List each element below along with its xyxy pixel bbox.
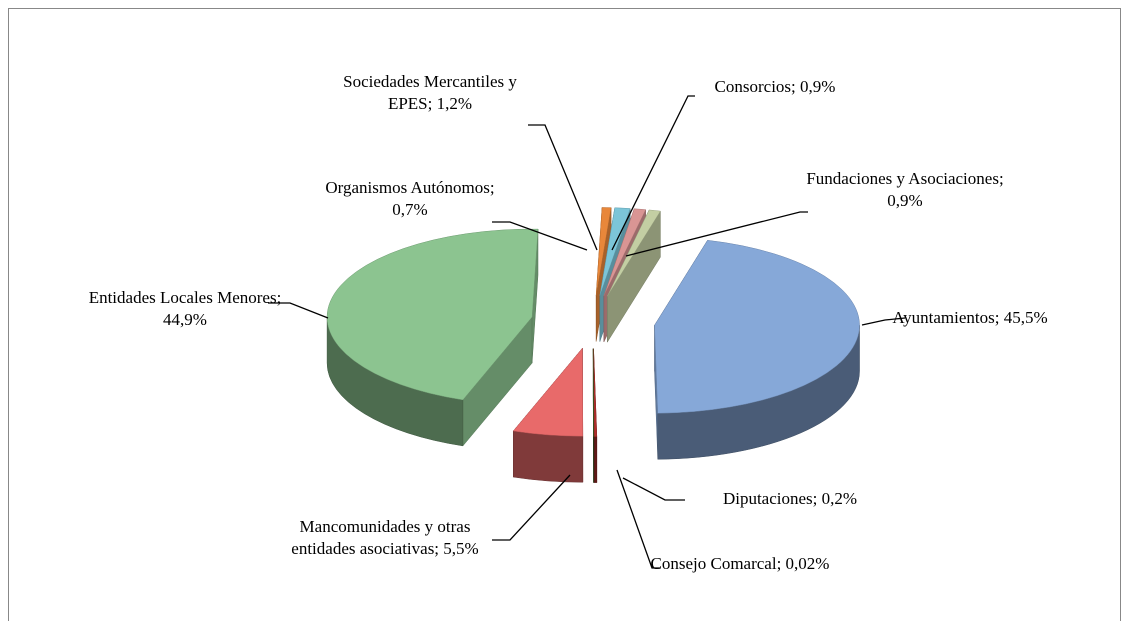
slice-wall <box>513 430 584 483</box>
value-label: 5,5% <box>443 539 479 558</box>
slice <box>593 348 598 437</box>
category-name: Mancomunidades y otras entidades asociat… <box>291 517 471 558</box>
chart-frame <box>8 8 1121 621</box>
category-name: Entidades Locales Menores; <box>88 288 282 307</box>
value-label: 1,2% <box>436 94 473 113</box>
leader-line <box>268 302 329 319</box>
slice <box>512 347 584 437</box>
slice <box>595 207 612 296</box>
data-label: Ayuntamientos; 45,5% <box>890 307 1050 329</box>
leader-line <box>625 211 808 257</box>
category-name: Ayuntamientos; <box>892 308 1000 327</box>
value-label: 44,9% <box>163 310 207 329</box>
leader-line <box>622 477 685 501</box>
data-label: Mancomunidades y otras entidades asociat… <box>285 516 485 560</box>
category-name: Sociedades Mercantiles y EPES; <box>343 72 517 113</box>
value-label: 0,2% <box>821 489 858 508</box>
category-name: Organismos Autónomos; <box>325 178 495 197</box>
value-label: 0,9% <box>800 77 836 96</box>
category-name: Fundaciones y Asociaciones; <box>806 169 1004 188</box>
data-label: Organismos Autónomos; 0,7% <box>320 177 500 221</box>
slice <box>607 209 661 297</box>
category-name: Consorcios; <box>714 77 796 96</box>
leader-line <box>611 95 695 251</box>
leader-line <box>492 474 571 541</box>
slice <box>654 239 860 414</box>
value-label: 0,7% <box>392 200 428 219</box>
data-label: Diputaciones; 0,2% <box>685 488 895 510</box>
category-name: Diputaciones; <box>722 489 818 508</box>
slice <box>326 228 539 401</box>
value-label: 0,9% <box>887 191 923 210</box>
data-label: Sociedades Mercantiles y EPES; 1,2% <box>325 71 535 115</box>
data-label: Entidades Locales Menores; 44,9% <box>85 287 285 331</box>
leader-line <box>492 221 588 251</box>
data-label: Fundaciones y Asociaciones; 0,9% <box>800 168 1010 212</box>
value-label: 0,02% <box>785 554 830 573</box>
slice-wall <box>593 436 598 483</box>
category-name: Consejo Comarcal; <box>650 554 782 573</box>
data-label: Consejo Comarcal; 0,02% <box>650 553 830 575</box>
value-label: 45,5% <box>1003 308 1048 327</box>
leader-line <box>861 317 906 326</box>
leader-line <box>528 124 598 251</box>
slice <box>603 208 647 296</box>
slice <box>592 348 595 437</box>
data-label: Consorcios; 0,9% <box>670 76 880 98</box>
leader-line <box>616 469 660 569</box>
